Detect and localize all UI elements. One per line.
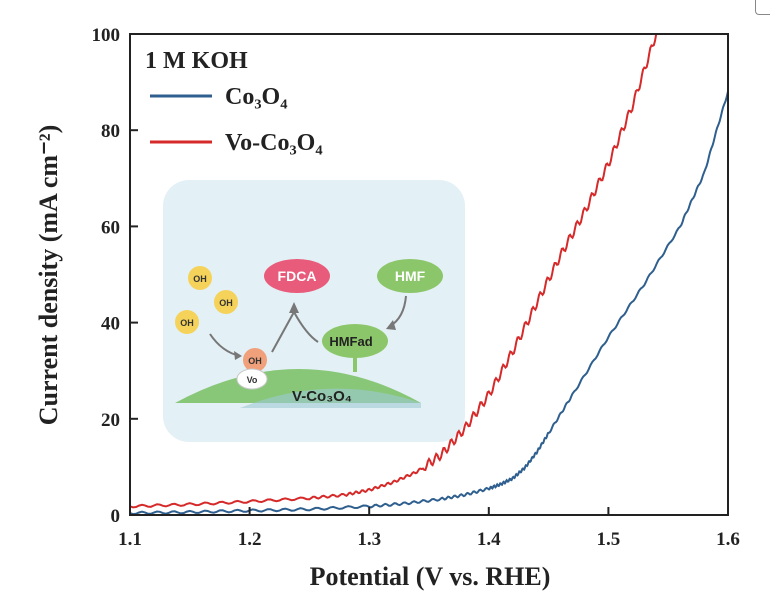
x-tick-label: 1.4 <box>477 529 501 550</box>
y-tick-label: 20 <box>101 410 120 431</box>
plot-frame <box>129 33 729 516</box>
x-tick-label: 1.2 <box>238 529 262 550</box>
y-tick-label: 60 <box>101 217 120 238</box>
oh-label: OH <box>193 274 207 284</box>
x-tick-label: 1.5 <box>597 529 621 550</box>
legend-label-co3o4: Co₃O₄ <box>225 84 287 110</box>
series-layer <box>129 33 729 516</box>
fdca-label: FDCA <box>278 268 317 284</box>
oh-molecule <box>188 266 212 290</box>
y-axis-title: Current density (mA cm⁻²) <box>34 125 63 426</box>
y-tick-label: 40 <box>101 314 120 335</box>
oh-label: OH <box>219 298 233 308</box>
corner-marker <box>755 0 770 15</box>
series-line-vo-co3o4 <box>129 33 658 509</box>
hmf-label: HMF <box>395 268 426 284</box>
y-tick-label: 100 <box>92 25 121 46</box>
hmf-ad-bubble <box>322 324 388 358</box>
arrow-head <box>386 320 396 330</box>
arrow-head <box>234 351 242 360</box>
legend-annotation: 1 M KOH <box>145 48 248 74</box>
hmf-bubble <box>377 259 443 293</box>
hmf-ad-label: HMFad <box>329 334 372 349</box>
y-tick-label: 80 <box>101 121 120 142</box>
adsorbed-oh-label: OH <box>248 356 262 366</box>
fdca-bubble <box>264 259 330 293</box>
oh-molecule <box>175 310 199 334</box>
x-tick-label: 1.1 <box>118 529 142 550</box>
x-tick-label: 1.6 <box>716 529 740 550</box>
series-line-co3o4 <box>129 91 729 516</box>
legend-label-vo-co3o4: Vo-Co₃O₄ <box>225 130 323 156</box>
mechanism-inset: OH OH OH OH Vo FDCA HMF HMFad V-Co₃O₄ <box>163 180 465 442</box>
oh-molecule <box>214 290 238 314</box>
oxygen-vacancy <box>236 368 268 390</box>
legend: 1 M KOH Co₃O₄ Vo-Co₃O₄ <box>145 48 323 156</box>
tick-layer: 1.1 1.2 1.3 1.4 1.5 1.6 0 20 40 60 80 100 <box>92 25 740 550</box>
catalyst-support-shadow <box>240 388 421 408</box>
x-tick-label: 1.3 <box>357 529 381 550</box>
arrow-head <box>289 302 299 313</box>
adsorbed-oh <box>243 348 267 372</box>
oh-label: OH <box>180 318 194 328</box>
catalyst-label: V-Co₃O₄ <box>292 388 352 405</box>
vacancy-label: Vo <box>247 375 258 385</box>
x-axis-title: Potential (V vs. RHE) <box>310 562 551 591</box>
y-tick-label: 0 <box>111 506 121 527</box>
